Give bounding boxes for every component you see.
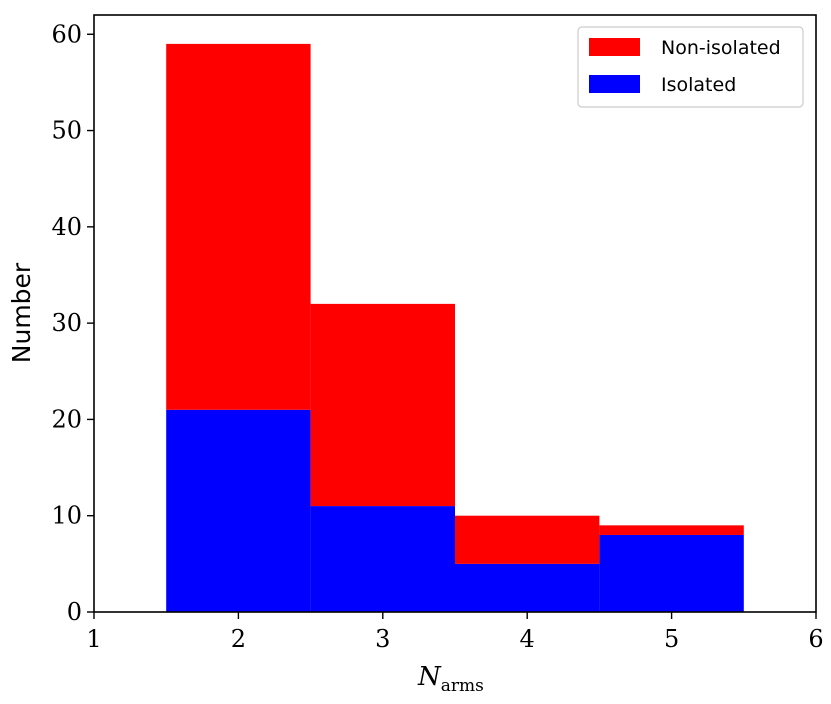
y-tick-label: 20 [51, 405, 82, 433]
bar-isolated-2 [166, 409, 311, 612]
bar-non-isolated-4 [455, 515, 600, 564]
y-tick-label: 30 [51, 309, 82, 337]
x-axis-title: Narms [417, 662, 484, 696]
legend: Non-isolated Isolated [577, 26, 804, 108]
bar-isolated-3 [310, 506, 455, 612]
x-axis-title-subscript: arms [441, 676, 484, 696]
bar-non-isolated-3 [310, 303, 455, 507]
legend-label-isolated: Isolated [661, 74, 736, 96]
x-axis-ticks: 1 2 3 4 5 6 [86, 612, 824, 653]
legend-swatch-isolated [589, 75, 640, 93]
x-axis-title-main: N [417, 662, 442, 692]
y-tick-label: 40 [51, 213, 82, 241]
bars-group [166, 43, 744, 612]
x-tick-label: 3 [375, 625, 390, 653]
bar-non-isolated-2 [166, 43, 311, 410]
legend-label-non-isolated: Non-isolated [661, 37, 781, 59]
bar-isolated-4 [455, 563, 600, 612]
x-tick-label: 1 [86, 625, 101, 653]
y-axis-title: Number [7, 262, 36, 363]
y-tick-label: 10 [51, 502, 82, 530]
x-tick-label: 6 [808, 625, 823, 653]
x-tick-label: 5 [664, 625, 679, 653]
y-tick-label: 60 [51, 20, 82, 48]
legend-swatch-non-isolated [589, 38, 640, 56]
y-axis-ticks: 0 10 20 30 40 50 60 [51, 20, 94, 626]
y-tick-label: 0 [67, 598, 82, 626]
plot-frame [93, 14, 817, 613]
y-tick-label: 50 [51, 117, 82, 145]
bar-non-isolated-5 [599, 525, 744, 535]
bar-isolated-5 [599, 534, 744, 612]
x-tick-label: 2 [231, 625, 246, 653]
x-tick-label: 4 [520, 625, 535, 653]
